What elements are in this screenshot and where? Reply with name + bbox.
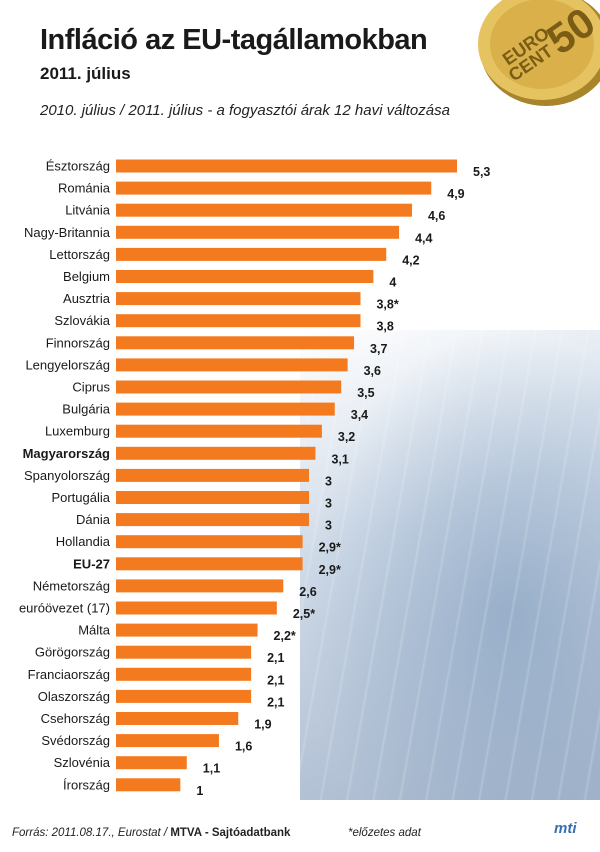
value-label: 3 xyxy=(325,497,332,511)
value-label: 3,4 xyxy=(351,408,368,422)
value-label: 1,9 xyxy=(254,718,271,732)
value-label: 2,6 xyxy=(299,585,316,599)
value-label: 3,6 xyxy=(364,364,381,378)
bar xyxy=(116,181,432,195)
bar xyxy=(116,645,252,659)
category-label: Észtország xyxy=(46,159,110,174)
value-label: 4,6 xyxy=(428,209,445,223)
value-label: 2,1 xyxy=(267,695,284,709)
bar xyxy=(116,601,277,615)
preliminary-note: *előzetes adat xyxy=(348,827,421,839)
page-title: Infláció az EU-tagállamokban xyxy=(40,24,428,56)
value-label: 2,1 xyxy=(267,651,284,665)
value-label: 3,7 xyxy=(370,342,387,356)
bar xyxy=(116,314,361,328)
bar xyxy=(116,402,335,416)
bar xyxy=(116,535,303,549)
category-label: Írország xyxy=(63,777,110,792)
bar xyxy=(116,270,374,283)
value-label: 4,2 xyxy=(402,253,419,267)
value-label: 4,9 xyxy=(447,187,464,201)
value-label: 3,5 xyxy=(357,386,374,400)
bar xyxy=(116,756,187,770)
category-label: Finnország xyxy=(46,335,110,350)
bar xyxy=(116,446,316,460)
value-label: 3,8* xyxy=(376,298,398,312)
value-label: 5,3 xyxy=(473,165,490,179)
value-label: 4,4 xyxy=(415,231,432,245)
category-label: Portugália xyxy=(51,490,110,505)
bar xyxy=(116,689,252,703)
bar xyxy=(116,292,361,306)
bar xyxy=(116,159,457,173)
page-subtitle: 2011. július xyxy=(40,64,131,83)
category-label: Bulgária xyxy=(62,402,110,417)
bar xyxy=(116,380,342,394)
footer-source: Forrás: 2011.08.17., Eurostat / MTVA - S… xyxy=(12,827,290,839)
category-label: Csehország xyxy=(41,711,110,726)
category-label: Franciaország xyxy=(28,667,110,682)
value-label: 2,9* xyxy=(319,541,341,555)
value-label: 2,1 xyxy=(267,673,284,687)
bar xyxy=(116,247,387,261)
bar xyxy=(116,225,400,239)
category-label: Lengyelország xyxy=(25,357,110,372)
value-label: 1 xyxy=(196,784,203,798)
category-label: euróövezet (17) xyxy=(19,601,110,616)
category-label: Hollandia xyxy=(56,534,111,549)
bar xyxy=(116,623,258,637)
value-label: 3,2 xyxy=(338,430,355,444)
background-photo xyxy=(300,330,600,800)
bar xyxy=(116,778,181,792)
category-label: Olaszország xyxy=(38,689,110,704)
bar xyxy=(116,712,239,725)
category-label: Németország xyxy=(33,578,110,593)
source-prefix: Forrás: 2011.08.17., Eurostat / xyxy=(12,827,171,839)
value-label: 3 xyxy=(325,474,332,488)
bar xyxy=(116,667,252,681)
chart-description: 2010. július / 2011. július - a fogyaszt… xyxy=(40,102,450,119)
euro-coin-icon: EURO CENT 50 xyxy=(478,0,600,106)
bar xyxy=(116,424,322,438)
bar xyxy=(116,336,355,350)
mti-logo: mti xyxy=(554,820,577,837)
bar xyxy=(116,513,310,527)
category-label: Svédország xyxy=(41,733,110,748)
category-label: Magyarország xyxy=(23,446,110,461)
bar xyxy=(116,557,303,571)
value-label: 3,1 xyxy=(331,452,348,466)
category-label: Belgium xyxy=(63,269,110,284)
category-label: Görögország xyxy=(35,645,110,660)
bar xyxy=(116,734,219,748)
category-label: Ciprus xyxy=(72,380,110,395)
bar xyxy=(116,468,310,482)
category-label: Dánia xyxy=(76,512,111,527)
value-label: 2,5* xyxy=(293,607,315,621)
category-label: Szlovákia xyxy=(54,313,110,328)
bar xyxy=(116,491,310,504)
category-label: Románia xyxy=(58,181,111,196)
category-label: EU-27 xyxy=(73,556,110,571)
value-label: 4 xyxy=(389,276,396,290)
value-label: 2,9* xyxy=(319,563,341,577)
value-label: 3 xyxy=(325,519,332,533)
bar xyxy=(116,579,284,593)
bar xyxy=(116,358,348,372)
value-label: 1,1 xyxy=(203,762,220,776)
category-label: Ausztria xyxy=(63,291,111,306)
value-label: 2,2* xyxy=(274,629,296,643)
category-label: Szlovénia xyxy=(54,755,111,770)
category-label: Litvánia xyxy=(65,203,111,218)
category-label: Nagy-Britannia xyxy=(24,225,111,240)
inflation-bar-chart: Észtország 5,3 Románia 4,9 Litvánia 4,6 Nagy-B… xyxy=(19,159,490,798)
category-label: Spanyolország xyxy=(24,468,110,483)
category-label: Málta xyxy=(78,623,111,638)
bar xyxy=(116,203,412,217)
category-label: Luxemburg xyxy=(45,424,110,439)
value-label: 3,8 xyxy=(376,320,393,334)
category-label: Lettország xyxy=(49,247,110,262)
value-label: 1,6 xyxy=(235,740,252,754)
source-bold: MTVA - Sajtóadatbank xyxy=(170,827,291,839)
